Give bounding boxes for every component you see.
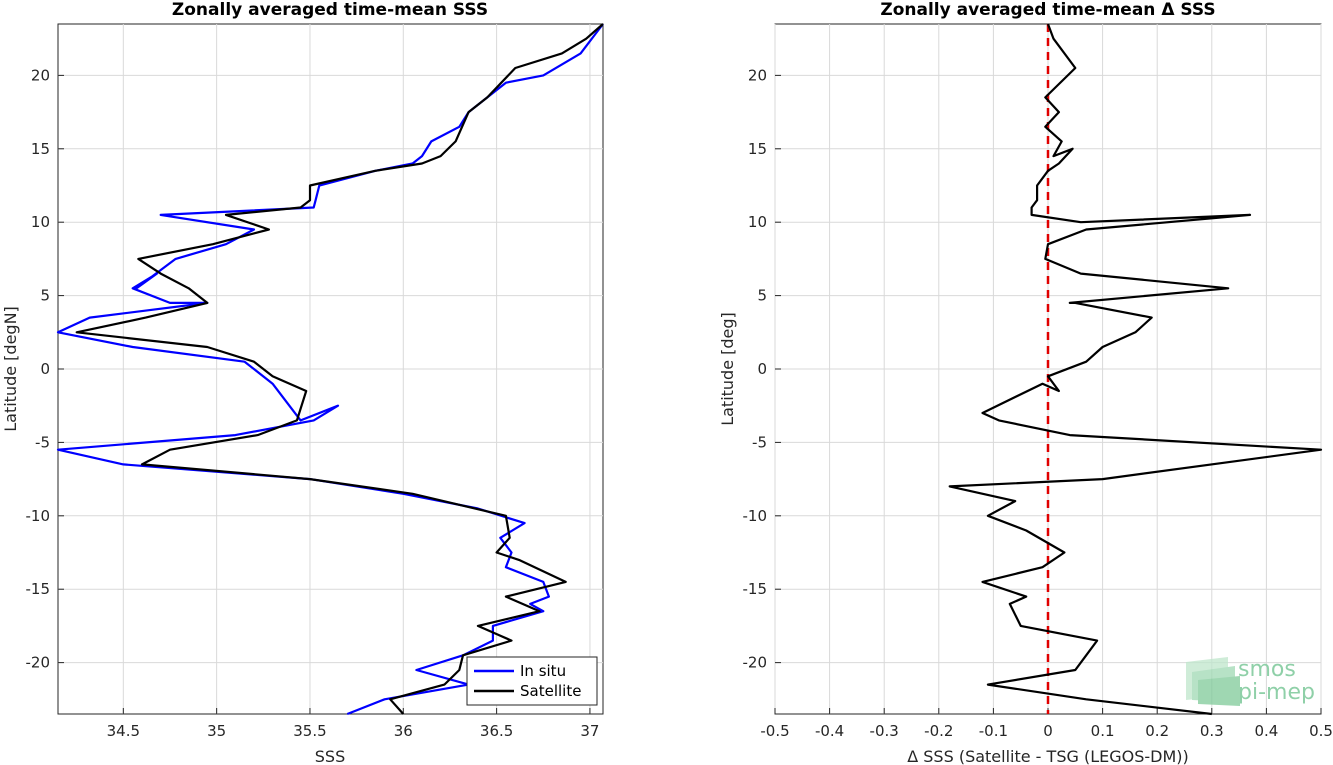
- right-y-tick-label: -15: [743, 580, 768, 598]
- logo-text-line1: smos: [1238, 657, 1296, 682]
- right-x-tick-label: 0.4: [1254, 722, 1278, 740]
- right-y-tick-label: 0: [757, 360, 767, 378]
- left-x-tick-label: 34.5: [107, 722, 140, 740]
- left-y-tick-label: -5: [35, 433, 50, 451]
- right-x-tick-label: -0.5: [760, 722, 789, 740]
- legend-box: [466, 656, 598, 706]
- left-y-tick-label: 20: [31, 66, 50, 84]
- logo-waves-icon: [1186, 657, 1240, 706]
- left-series-group: [56, 23, 604, 716]
- right-series-delta-sss-line: [948, 23, 1323, 716]
- right-y-axis-label: Latitude [deg]: [718, 312, 737, 426]
- right-chart-title: Zonally averaged time-mean Δ SSS: [880, 0, 1215, 20]
- right-x-axis-label: Δ SSS (Satellite - TSG (LEGOS-DM)): [907, 747, 1189, 765]
- left-y-tick-label: 10: [31, 213, 50, 231]
- right-x-tick-label: 0.5: [1309, 722, 1333, 740]
- left-x-tick-label: 36.5: [480, 722, 513, 740]
- left-y-axis-label: Latitude [degN]: [1, 306, 20, 432]
- right-x-tick-label: -0.4: [815, 722, 844, 740]
- left-tick-labels: 34.5 35 35.5 36 36.5 37 -20 -15 -10 -5 0 5 10 15 20: [26, 66, 600, 740]
- right-y-tick-label: -10: [743, 507, 768, 525]
- right-x-tick-label: -0.2: [924, 722, 953, 740]
- legend-in-situ-label: In situ: [520, 662, 566, 680]
- legend-satellite-label: Satellite: [520, 682, 581, 700]
- left-x-tick-label: 35.5: [293, 722, 326, 740]
- right-x-tick-label: -0.1: [979, 722, 1008, 740]
- right-x-tick-label: 0.1: [1091, 722, 1115, 740]
- right-y-tick-label: -20: [743, 654, 768, 672]
- right-y-tick-label: 10: [748, 213, 767, 231]
- right-x-tick-label: 0: [1043, 722, 1053, 740]
- left-y-tick-label: -10: [26, 507, 51, 525]
- left-y-tick-label: -20: [26, 654, 51, 672]
- left-x-tick-label: 37: [580, 722, 599, 740]
- legend: In situ Satellite: [466, 656, 598, 706]
- left-x-axis-label: SSS: [315, 747, 345, 765]
- right-y-tick-label: -5: [752, 433, 767, 451]
- left-y-tick-label: 5: [40, 287, 50, 305]
- right-grid: [774, 24, 1322, 714]
- left-series-satellite-line: [75, 23, 604, 715]
- left-y-tick-label: -15: [26, 580, 51, 598]
- left-y-tick-label: 0: [40, 360, 50, 378]
- left-chart-title: Zonally averaged time-mean SSS: [172, 0, 488, 20]
- right-x-tick-label: 0.3: [1200, 722, 1224, 740]
- right-series-group: [948, 23, 1323, 716]
- left-grid: [58, 24, 603, 714]
- left-x-tick-label: 35: [207, 722, 226, 740]
- left-chart-panel: 34.5 35 35.5 36 36.5 37 -20 -15 -10 -5 0 5 10 15 20 Zo…: [1, 0, 604, 765]
- left-x-tick-label: 36: [394, 722, 413, 740]
- left-series-in-situ-line: [56, 23, 604, 716]
- right-y-tick-label: 15: [748, 140, 767, 158]
- right-x-tick-label: 0.2: [1145, 722, 1169, 740]
- right-chart-panel: -0.5 -0.4 -0.3 -0.2 -0.1 0 0.1 0.2 0.3 0.4 0.5 -20 -…: [718, 0, 1333, 765]
- right-x-tick-label: -0.3: [870, 722, 899, 740]
- right-tick-labels: -0.5 -0.4 -0.3 -0.2 -0.1 0 0.1 0.2 0.3 0.4 0.5 -20 -…: [743, 66, 1333, 740]
- right-y-tick-label: 20: [748, 66, 767, 84]
- smos-pi-mep-logo: smos pi-mep: [1186, 657, 1315, 706]
- logo-text-line2: pi-mep: [1238, 680, 1315, 705]
- left-y-tick-label: 15: [31, 140, 50, 158]
- right-y-tick-label: 5: [757, 287, 767, 305]
